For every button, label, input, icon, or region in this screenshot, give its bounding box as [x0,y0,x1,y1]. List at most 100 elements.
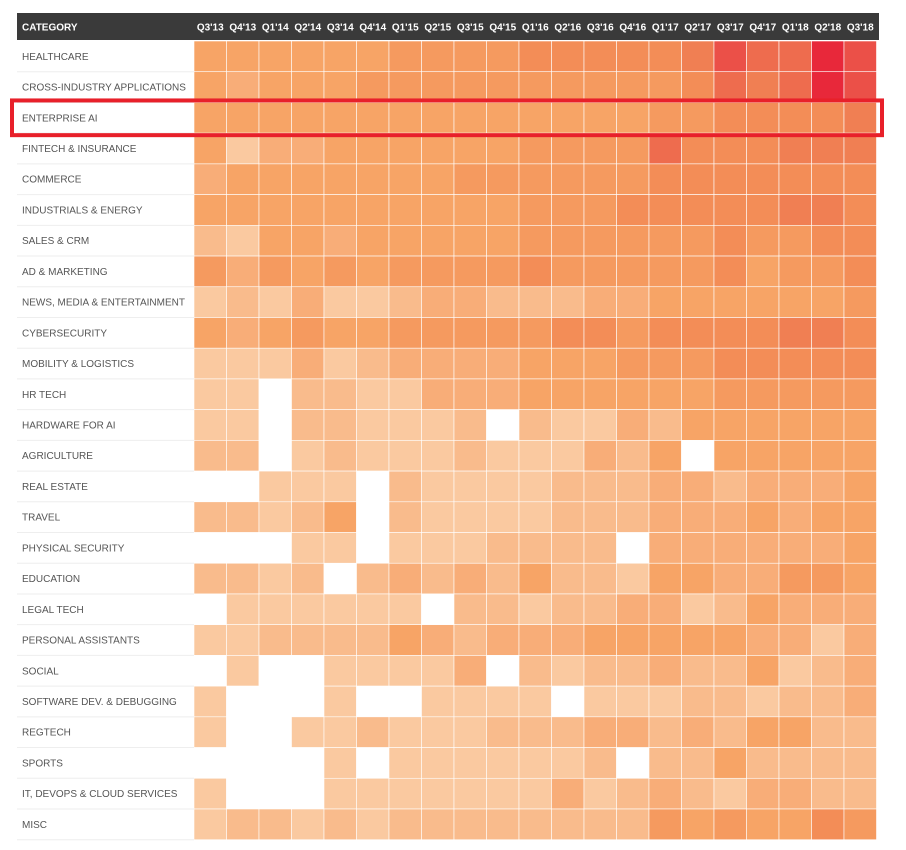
heatmap-cell [811,132,845,165]
heatmap-cell [843,163,877,195]
heatmap-cell [388,808,422,841]
heatmap-cell [193,255,227,288]
heatmap-cell [258,685,292,718]
heatmap-cell [811,440,845,472]
heatmap-cell [583,808,617,841]
heatmap-cell [551,532,585,564]
heatmap-cell [388,317,422,349]
heatmap-cell [356,409,390,441]
heatmap-cell [323,501,357,533]
heatmap-cell [486,378,520,410]
heatmap-cell [291,132,325,165]
heatmap-cell [551,747,585,779]
heatmap-cell [453,685,487,718]
heatmap-cell [713,593,747,625]
heatmap-cell [616,132,650,165]
heatmap-cell [648,347,682,380]
corner-label: CATEGORY [22,23,78,34]
heatmap-cell [551,440,585,472]
heatmap-cell [843,685,877,718]
heatmap-cell [713,501,747,533]
heatmap-cell [551,286,585,318]
heatmap-cell [356,71,390,103]
heatmap-cell [778,71,812,103]
heatmap-cell [226,347,260,380]
row-label: LEGAL TECH [22,605,84,616]
heatmap-cell [778,440,812,472]
heatmap-cell [323,624,357,656]
heatmap-cell [551,347,585,380]
row-label: INDUSTRIALS & ENERGY [22,205,143,216]
heatmap-cell [291,194,325,226]
heatmap-cell [258,409,292,441]
heatmap-cell [356,317,390,349]
heatmap-cell [583,40,617,73]
column-header: Q4'14 [359,23,386,34]
heatmap-cell [518,655,552,687]
heatmap-cell [746,225,780,257]
heatmap-cell [388,71,422,103]
heatmap-cell [453,255,487,288]
heatmap-cell [421,378,455,410]
heatmap-cell [746,470,780,503]
heatmap-cell [713,317,747,349]
heatmap-cell [226,378,260,410]
heatmap-cell [258,71,292,103]
heatmap-cell [648,40,682,73]
heatmap-cell [226,194,260,226]
heatmap-cell [453,562,487,595]
column-header: Q3'15 [457,23,484,34]
heatmap-cell [583,747,617,779]
heatmap-cell [486,225,520,257]
heatmap-cell [616,685,650,718]
heatmap-cell [616,777,650,810]
heatmap-cell [421,470,455,503]
heatmap-cell [193,225,227,257]
heatmap-cell [681,655,715,687]
heatmap-cell [746,501,780,533]
heatmap-cell [778,716,812,748]
heatmap-cell [258,286,292,318]
heatmap-cell [258,747,292,779]
heatmap-cell [681,317,715,349]
heatmap-cell [778,808,812,841]
heatmap-cell [226,255,260,288]
heatmap-cell [356,501,390,533]
heatmap-cell [258,808,292,841]
heatmap-cell [681,440,715,472]
heatmap-cell [843,286,877,318]
heatmap-cell [518,225,552,257]
heatmap-cell [811,685,845,718]
heatmap-cell [551,593,585,625]
heatmap-cell [551,194,585,226]
heatmap-cell [778,102,812,134]
heatmap-cell [193,102,227,134]
heatmap-cell [356,286,390,318]
heatmap-cell [421,777,455,810]
heatmap-cell [388,163,422,195]
heatmap-cell [226,685,260,718]
heatmap-cell [746,747,780,779]
heatmap-cell [453,808,487,841]
heatmap-cell [193,378,227,410]
heatmap-cell [551,317,585,349]
heatmap-cell [323,286,357,318]
heatmap-cell [453,317,487,349]
heatmap-cell [518,378,552,410]
heatmap-cell [323,71,357,103]
heatmap-cell [648,655,682,687]
heatmap-cell [681,40,715,73]
column-header: Q2'14 [294,23,321,34]
heatmap-cell [583,440,617,472]
heatmap-cell [356,624,390,656]
heatmap-cell [713,347,747,380]
heatmap-cell [551,624,585,656]
heatmap-cell [681,132,715,165]
row-label: IT, DEVOPS & CLOUD SERVICES [22,789,178,800]
heatmap-cell [583,562,617,595]
row-label: EDUCATION [22,574,80,585]
heatmap-cell [681,716,715,748]
heatmap-cell [518,501,552,533]
heatmap-cell [648,255,682,288]
heatmap-cell [778,194,812,226]
